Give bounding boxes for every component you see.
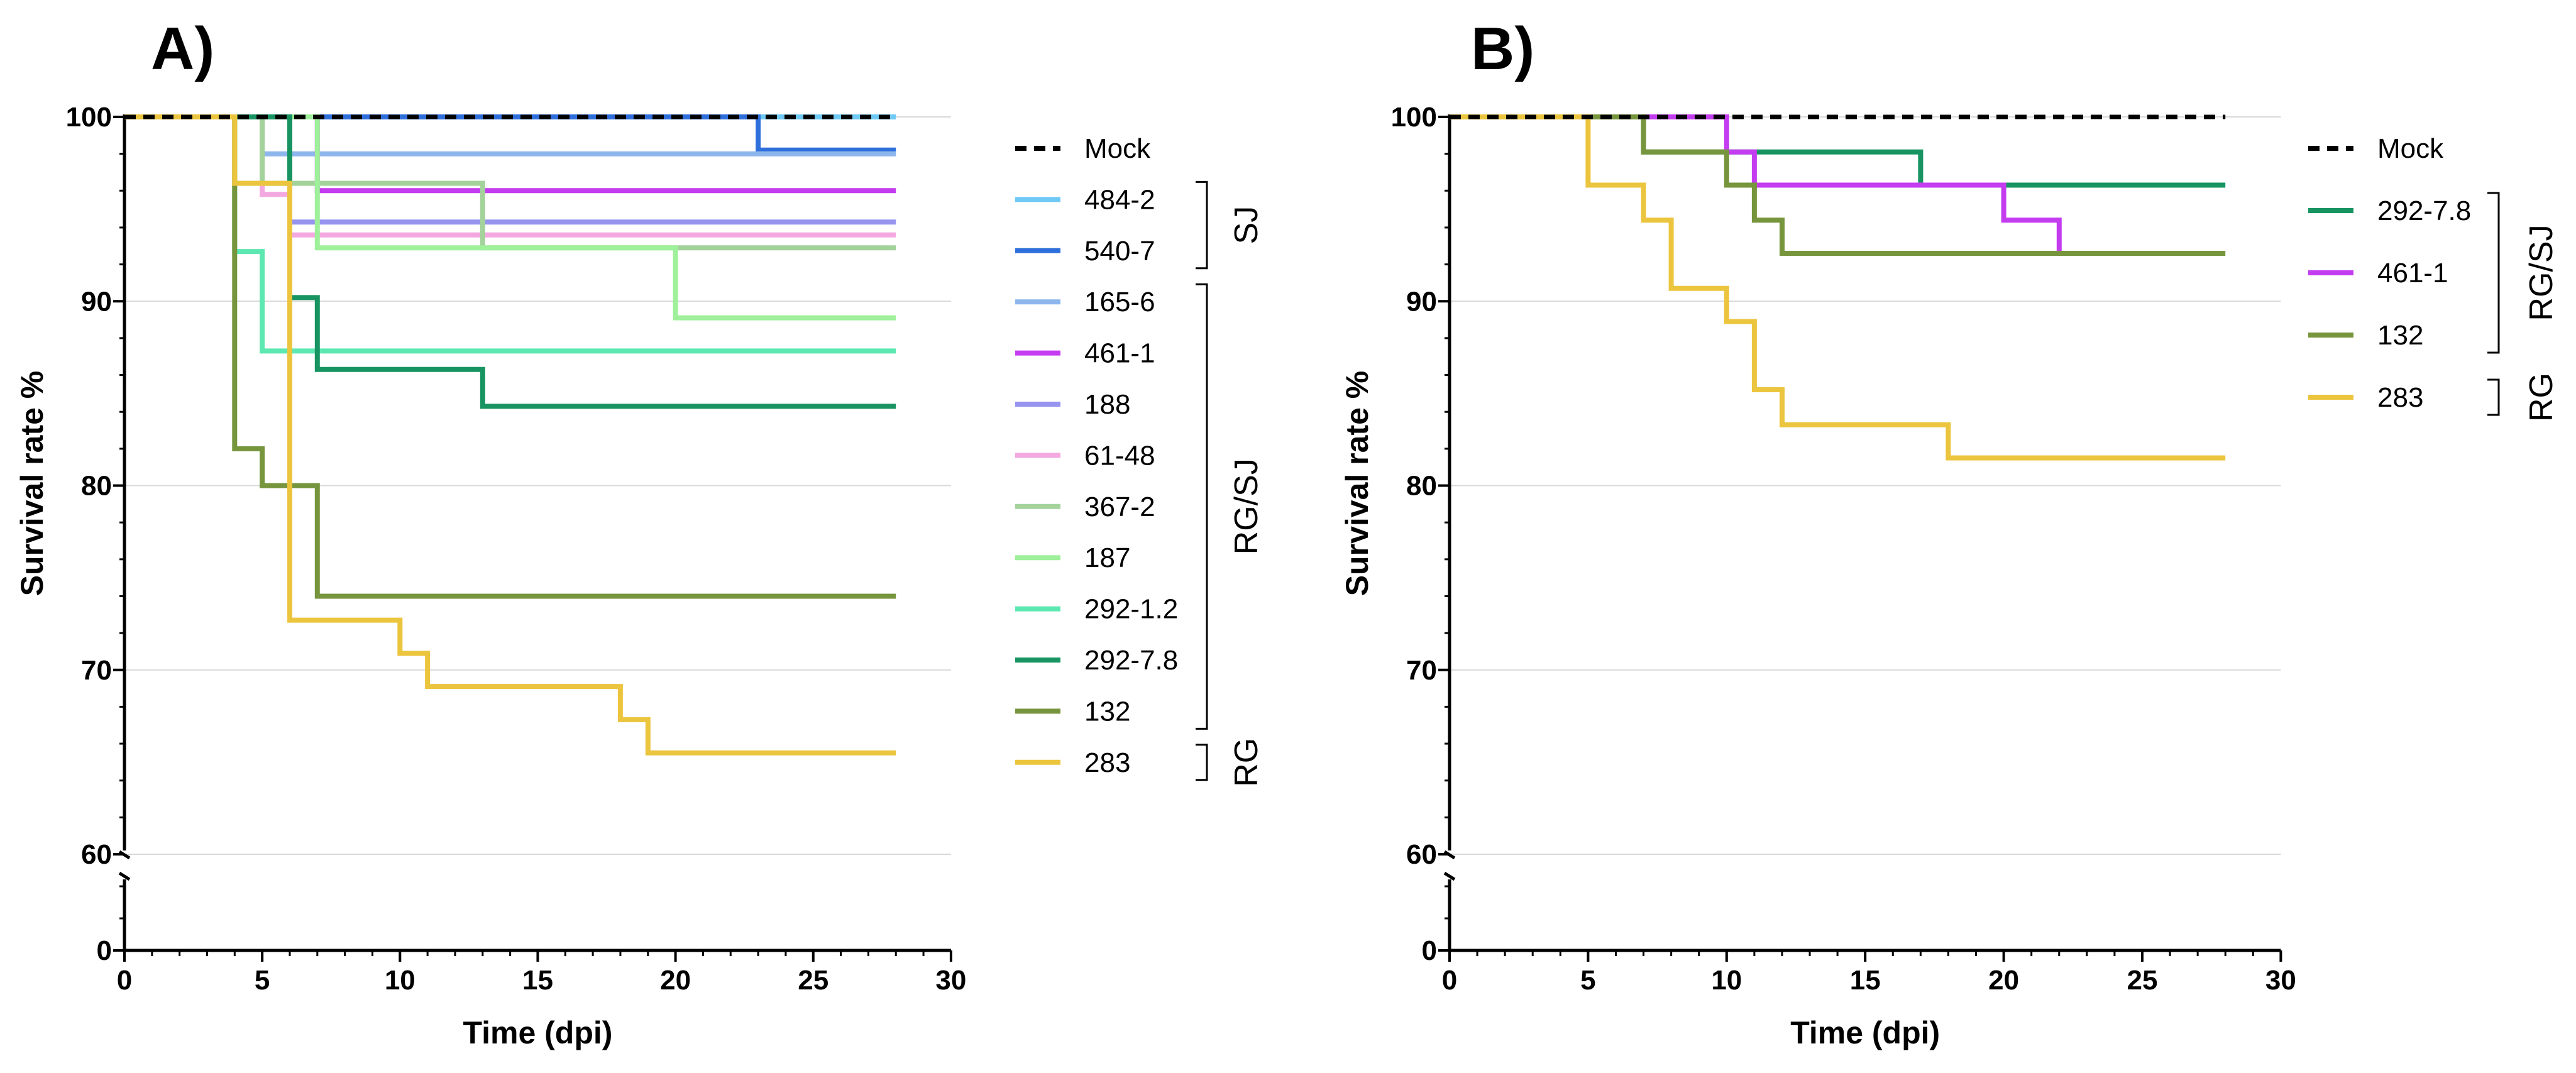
series-line-283 xyxy=(124,114,896,756)
legend-label: 283 xyxy=(1084,747,1130,778)
legend-label: Mock xyxy=(2377,133,2444,164)
legend-label: 367-2 xyxy=(1084,492,1155,522)
group-label: SJ xyxy=(1228,206,1265,245)
legend-label: 61-48 xyxy=(1084,440,1155,471)
x-tick-label: 20 xyxy=(1988,965,2019,996)
series-line-132 xyxy=(1450,114,2226,256)
series-line-540-7 xyxy=(124,114,896,153)
legend-label: 461-1 xyxy=(2377,258,2448,289)
series-line-292-7-8 xyxy=(124,114,896,409)
y-tick-label: 100 xyxy=(66,102,112,133)
legend-label: 283 xyxy=(2377,382,2423,413)
chart-panel-b: B) 0 60 70 80 90 100 0 5 10 15 20 25 30 Time (dpi) Surv… xyxy=(1340,15,2560,1050)
legend-label: 540-7 xyxy=(1084,236,1155,267)
y-tick-label: 90 xyxy=(81,286,112,317)
y-tick-label: 60 xyxy=(81,839,112,870)
legend-label: 292-7.8 xyxy=(1084,645,1178,676)
y-tick-label: 100 xyxy=(1391,102,1437,133)
axis-break-mark xyxy=(118,850,131,881)
y-tick-label: 90 xyxy=(1406,286,1437,317)
y-tick-label: 70 xyxy=(1406,655,1437,686)
x-axis-title: Time (dpi) xyxy=(1790,1015,1940,1050)
x-tick-label: 25 xyxy=(2127,965,2158,996)
legend-label: 292-7.8 xyxy=(2377,195,2471,226)
x-tick-label: 20 xyxy=(660,965,691,996)
legend-label: 484-2 xyxy=(1084,184,1155,215)
group-label: RG/SJ xyxy=(2523,224,2560,321)
x-tick-label: 5 xyxy=(255,965,270,996)
legend-label: 187 xyxy=(1084,542,1130,573)
x-tick-label: 0 xyxy=(117,965,132,996)
y-tick-label: 80 xyxy=(1406,471,1437,502)
x-tick-label: 0 xyxy=(1442,965,1457,996)
y-tick-label: 70 xyxy=(81,655,112,686)
y-tick-label: 0 xyxy=(97,935,112,966)
x-tick-label: 25 xyxy=(798,965,828,996)
group-bracket xyxy=(2487,192,2500,354)
group-label: RG xyxy=(2523,373,2560,422)
series-line-61-48 xyxy=(124,114,896,238)
series-line-188 xyxy=(124,114,896,225)
x-axis-title: Time (dpi) xyxy=(463,1015,612,1050)
panel-label: B) xyxy=(1471,15,1534,82)
x-tick-label: 30 xyxy=(935,965,966,996)
y-tick-label: 0 xyxy=(1422,935,1437,966)
series-line-187 xyxy=(124,114,896,321)
x-tick-label: 15 xyxy=(522,965,553,996)
group-bracket xyxy=(1196,283,1208,730)
group-bracket xyxy=(2487,378,2500,416)
y-axis-title: Survival rate % xyxy=(1340,371,1375,597)
series-line-292-7-8 xyxy=(1450,114,2226,188)
x-tick-label: 30 xyxy=(2265,965,2296,996)
legend-label: 188 xyxy=(1084,389,1130,420)
x-tick-label: 10 xyxy=(385,965,416,996)
x-tick-label: 10 xyxy=(1711,965,1742,996)
axis-break-mark xyxy=(1443,850,1456,881)
y-axis-title: Survival rate % xyxy=(14,371,50,597)
group-label: RG xyxy=(1228,738,1265,787)
legend-label: 132 xyxy=(2377,320,2423,351)
x-tick-label: 5 xyxy=(1580,965,1595,996)
chart-panel-a: A) 0 60 70 80 90 100 0 5 10 15 20 25 30 Time (dpi) Surv… xyxy=(14,15,1265,1050)
y-tick-label: 60 xyxy=(1406,839,1437,870)
series-line-283 xyxy=(1450,114,2226,461)
y-tick-label: 80 xyxy=(81,471,112,502)
legend-label: 132 xyxy=(1084,696,1130,727)
legend-label: 292-1.2 xyxy=(1084,594,1178,625)
legend-label: 461-1 xyxy=(1084,338,1155,369)
legend-label: 165-6 xyxy=(1084,287,1155,317)
panel-label: A) xyxy=(151,15,214,82)
legend-label: Mock xyxy=(1084,133,1151,164)
x-tick-label: 15 xyxy=(1850,965,1881,996)
group-label: RG/SJ xyxy=(1228,458,1265,554)
group-bracket xyxy=(1196,180,1208,270)
group-bracket xyxy=(1196,744,1208,781)
